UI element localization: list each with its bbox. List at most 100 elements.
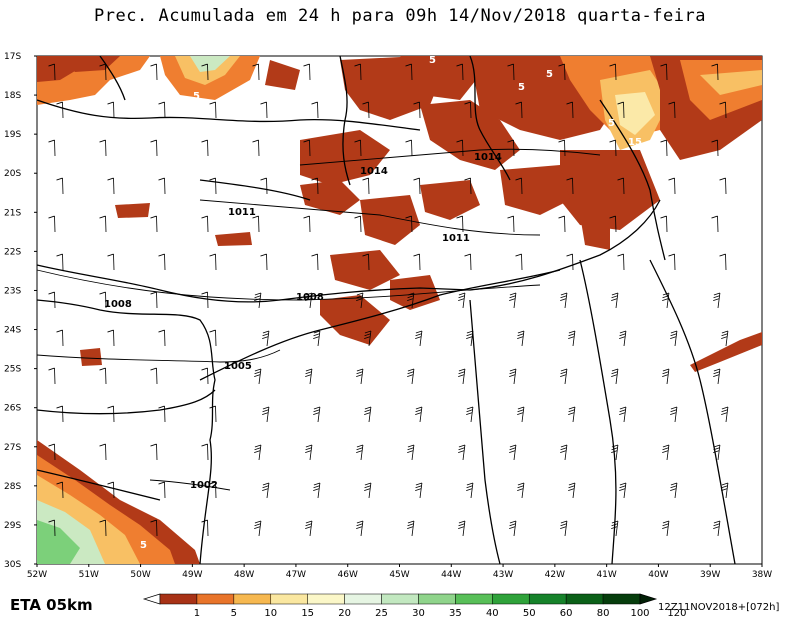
wind-barb-flag xyxy=(415,333,422,337)
wind-barb-flag xyxy=(150,215,157,219)
wind-barb-flag xyxy=(458,295,465,299)
wind-barb-flag xyxy=(99,367,106,371)
wind-barb-flag xyxy=(619,409,626,413)
wind-barb-flag xyxy=(566,253,573,257)
wind-barb-flag xyxy=(668,177,675,181)
wind-barb-flag xyxy=(356,292,364,296)
wind-barb-flag xyxy=(262,330,270,334)
precip-label: 15 xyxy=(628,137,642,148)
wind-barb-flag xyxy=(48,63,55,67)
wind-barb-flag xyxy=(456,139,463,143)
wind-barb-flag xyxy=(458,368,466,372)
wind-barb xyxy=(266,482,270,499)
wind-barb-flag xyxy=(713,368,721,372)
wind-barb-flag xyxy=(566,101,573,105)
wind-barb-flag xyxy=(611,368,619,372)
wind-barb-flag xyxy=(415,412,422,415)
wind-barb-flag xyxy=(305,520,313,524)
precipitation-areas xyxy=(37,56,762,564)
wind-barb xyxy=(411,368,415,385)
wind-barb-flag xyxy=(313,333,320,337)
longitude-label: 49W xyxy=(182,570,202,580)
wind-barb xyxy=(368,406,372,423)
wind-barb-flag xyxy=(99,215,106,219)
legend-swatch xyxy=(565,593,604,605)
wind-barb-flag xyxy=(466,488,473,491)
wind-barb-flag xyxy=(560,298,567,301)
latitude-label: 24S xyxy=(4,326,21,336)
wind-barb-flag xyxy=(407,444,415,448)
wind-barb-flag xyxy=(466,406,474,410)
latitude-label: 23S xyxy=(4,286,21,296)
wind-barb-flag xyxy=(458,447,465,451)
wind-barbs xyxy=(48,63,729,537)
wind-barb xyxy=(317,406,321,423)
wind-barb xyxy=(666,444,670,461)
wind-barb-flag xyxy=(458,450,465,453)
wind-barb-flag xyxy=(305,523,312,527)
wind-barb-flag xyxy=(356,447,363,451)
wind-barb-flag xyxy=(354,63,361,67)
wind-barb-flag xyxy=(560,374,567,377)
precip-labels: 5 5 5 5 15 5 5 xyxy=(140,55,642,551)
wind-barb xyxy=(564,520,568,537)
wind-barb-flag xyxy=(201,63,208,67)
legend-value: 25 xyxy=(375,608,388,618)
wind-barb-flag xyxy=(670,333,677,337)
wind-barb-flag xyxy=(617,253,624,257)
wind-barb-flag xyxy=(611,520,619,524)
wind-barb-flag xyxy=(201,367,208,371)
wind-barb xyxy=(317,482,321,499)
wind-barb xyxy=(360,292,364,309)
wind-barb-flag xyxy=(458,298,465,301)
legend-swatch xyxy=(344,593,382,605)
wind-barb-flag xyxy=(99,443,106,447)
latitude-label: 30S xyxy=(4,560,21,570)
wind-barb xyxy=(462,368,466,385)
wind-barb xyxy=(470,330,474,347)
wind-barb-flag xyxy=(560,450,567,453)
wind-barb-flag xyxy=(466,409,473,413)
wind-barb-flag xyxy=(509,447,516,451)
wind-barb-flag xyxy=(611,371,618,375)
wind-barb-flag xyxy=(464,253,471,257)
wind-barb-flag xyxy=(150,291,157,295)
wind-barb-flag xyxy=(364,409,371,413)
wind-barb-flag xyxy=(201,291,208,295)
wind-barb xyxy=(623,406,627,423)
wind-barb-flag xyxy=(415,485,422,489)
wind-barb xyxy=(309,444,313,461)
wind-barb-flag xyxy=(56,253,63,257)
wind-barb-flag xyxy=(305,368,313,372)
wind-barb-flag xyxy=(254,450,261,453)
wind-barb xyxy=(419,330,423,347)
wind-barb-flag xyxy=(619,485,626,489)
wind-barb-flag xyxy=(107,329,114,333)
wind-barb-flag xyxy=(662,371,669,375)
wind-barb-flag xyxy=(611,447,618,451)
longitude-label: 45W xyxy=(389,570,409,580)
wind-barb xyxy=(666,368,670,385)
wind-barb-flag xyxy=(662,292,670,296)
legend-value: 10 xyxy=(264,608,277,618)
legend-arrow-right xyxy=(639,593,658,605)
wind-barb-flag xyxy=(611,450,618,453)
wind-barb-flag xyxy=(560,368,568,372)
legend-swatch xyxy=(455,593,493,605)
wind-barb xyxy=(572,330,576,347)
wind-barb-flag xyxy=(619,488,626,491)
wind-barb-flag xyxy=(311,253,318,257)
wind-barb-flag xyxy=(713,523,720,527)
latitude-label: 21S xyxy=(4,208,21,218)
wind-barb-flag xyxy=(99,519,106,523)
wind-barb-flag xyxy=(415,409,422,413)
wind-barb xyxy=(521,406,525,423)
wind-barb-flag xyxy=(48,291,55,295)
wind-barb xyxy=(411,292,415,309)
wind-barb-flag xyxy=(158,101,165,105)
wind-barb-flag xyxy=(209,177,216,181)
legend-value: 40 xyxy=(486,608,499,618)
wind-barb-flag xyxy=(356,520,364,524)
legend-value: 20 xyxy=(338,608,351,618)
wind-barb-flag xyxy=(670,412,677,415)
